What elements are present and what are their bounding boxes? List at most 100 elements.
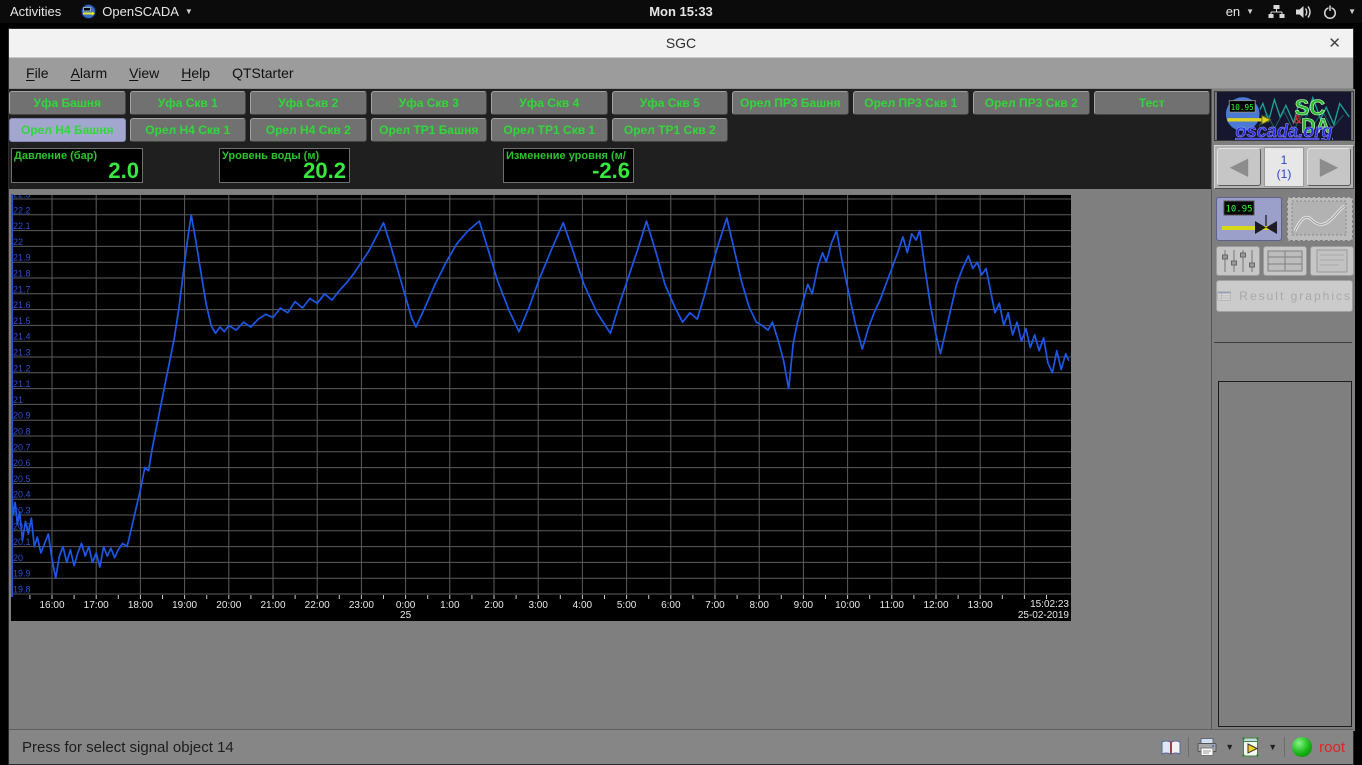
svg-text:15:02:23: 15:02:23 [1030,599,1069,610]
svg-text:21.6: 21.6 [13,300,31,310]
svg-text:3:00: 3:00 [528,600,548,611]
svg-text:9:00: 9:00 [794,600,814,611]
svg-text:4:00: 4:00 [573,600,593,611]
menu-item[interactable]: Alarm [70,65,108,81]
signal-tab[interactable]: Уфа Скв 3 [370,91,487,115]
activities-button[interactable]: Activities [0,0,71,23]
signal-tab[interactable]: Уфа Скв 4 [491,91,608,115]
menu-bar: File Alarm View Help QTStarter [9,58,1353,89]
svg-text:19.9: 19.9 [13,569,31,579]
value-display[interactable]: Давление (бар) 2.0 [11,148,143,183]
analog-widget-button[interactable]: 10.95 [1216,197,1282,241]
chevron-down-icon[interactable]: ▼ [1348,7,1356,16]
chevron-down-icon: ▼ [184,7,193,16]
svg-text:21.4: 21.4 [13,332,31,342]
menu-item[interactable]: View [129,65,160,81]
faders-widget-button[interactable] [1216,246,1260,276]
signal-tab[interactable]: Уфа Скв 2 [250,91,367,115]
svg-text:20: 20 [13,553,23,563]
application-window: SGC ✕ File Alarm View Help QTStarter Уфа Баш… [8,28,1355,765]
svg-text:21.5: 21.5 [13,316,31,326]
page-total: (1) [1276,167,1292,181]
power-icon[interactable] [1322,4,1338,20]
current-user-label[interactable]: root [1319,738,1345,756]
svg-text:5:00: 5:00 [617,600,637,611]
signal-tab[interactable]: Орел Н4 Скв 2 [250,118,367,142]
menu-item[interactable]: Help [181,65,211,81]
network-icon[interactable] [1268,4,1285,20]
close-button[interactable]: ✕ [1328,35,1341,52]
svg-text:20.6: 20.6 [13,458,31,468]
svg-text:21.3: 21.3 [13,348,31,358]
table-widget-button[interactable] [1263,246,1307,276]
value-number: 20.2 [303,158,346,183]
export-document-icon[interactable] [1241,737,1261,757]
signal-tab[interactable]: Орел ТР1 Скв 1 [491,118,608,142]
signal-tab[interactable]: Орел Н4 Башня [9,118,126,142]
value-label: Изменение уровня (м/ [506,150,626,162]
signal-tab[interactable]: Тест [1093,91,1210,115]
document-widget-button[interactable] [1310,246,1354,276]
prev-page-button[interactable]: ◀ [1217,148,1261,186]
signal-tab[interactable]: Уфа Башня [9,91,126,115]
title-bar[interactable]: SGC ✕ [9,29,1353,58]
clock-button[interactable]: Mon 15:33 [649,4,713,19]
svg-text:13:00: 13:00 [968,600,993,611]
system-tray: en ▼ ▼ [1222,0,1356,23]
page-current: 1 [1280,153,1288,167]
chevron-down-icon[interactable]: ▼ [1225,742,1235,752]
logo-da-text: DA [1301,115,1331,137]
openscada-app-icon [81,4,97,19]
svg-text:22: 22 [13,237,23,247]
svg-text:7:00: 7:00 [705,600,725,611]
svg-text:19.8: 19.8 [13,585,31,595]
signal-tab[interactable]: Уфа Скв 5 [611,91,728,115]
svg-text:21.8: 21.8 [13,269,31,279]
divider [1214,342,1352,343]
diagram-widget-button[interactable] [1287,197,1353,241]
print-icon[interactable] [1196,737,1218,757]
chevron-down-icon[interactable]: ▼ [1268,742,1278,752]
signal-tab[interactable]: Орел Н4 Скв 1 [129,118,246,142]
value-label: Уровень воды (м) [222,150,320,162]
svg-text:20.5: 20.5 [13,474,31,484]
signal-tab[interactable]: Орел ПР3 Скв 2 [973,91,1090,115]
status-bar-icons: ▼ ▼ root [1161,737,1345,757]
oscada-logo: 10.95 SC & DA oscada.org [1214,91,1354,141]
result-table-icon [1217,291,1231,301]
trend-chart-container: 22.3 22.2 22.1 22 21.9 21.8 21.7 21.6 21.5 21.4 21… [11,194,1071,621]
svg-text:21.2: 21.2 [13,363,31,373]
volume-icon[interactable] [1295,4,1312,20]
value-display[interactable]: Изменение уровня (м/-2.6 [503,148,634,183]
menu-item[interactable]: QTStarter [232,65,294,81]
status-message: Press for select signal object 14 [22,738,234,756]
svg-text:21.9: 21.9 [13,253,31,263]
trend-chart[interactable]: 22.3 22.2 22.1 22 21.9 21.8 21.7 21.6 21.5 21.4 21… [11,194,1071,621]
value-display[interactable]: Уровень воды (м) 20.2 [219,148,350,183]
signal-panel: Уфа Башня Уфа Скв 1 Уфа Скв 2 Уфа Скв 3 Уфа … [9,89,1211,189]
status-led[interactable] [1292,737,1313,757]
chevron-down-icon: ▼ [1246,7,1255,16]
svg-text:22:00: 22:00 [305,600,330,611]
valve-display-icon: 10.95 [1222,200,1277,234]
signal-tab-row-1: Уфа Башня Уфа Скв 1 Уфа Скв 2 Уфа Скв 3 Уфа … [9,91,1210,115]
signal-tab[interactable]: Уфа Скв 1 [129,91,246,115]
book-icon[interactable] [1161,739,1181,756]
signal-object-panel [1218,381,1352,727]
next-page-button[interactable]: ▶ [1307,148,1351,186]
separator [1188,737,1190,757]
menu-item[interactable]: File [26,65,49,81]
app-menu-button[interactable]: OpenSCADA ▼ [71,0,203,23]
svg-text:21:00: 21:00 [260,600,285,611]
signal-tab[interactable]: Орел ТР1 Скв 2 [611,118,728,142]
page-indicator[interactable]: 1 (1) [1264,147,1304,187]
language-button[interactable]: en ▼ [1222,0,1258,23]
value-label: Давление (бар) [14,150,98,162]
svg-text:20.4: 20.4 [13,490,31,500]
result-graphics-button[interactable]: Result graphics [1216,280,1353,312]
value-number: -2.6 [592,158,630,183]
signal-tab[interactable]: Орел ПР3 Башня [732,91,849,115]
signal-tab[interactable]: Орел ПР3 Скв 1 [852,91,969,115]
signal-tab[interactable]: Орел ТР1 Башня [370,118,487,142]
